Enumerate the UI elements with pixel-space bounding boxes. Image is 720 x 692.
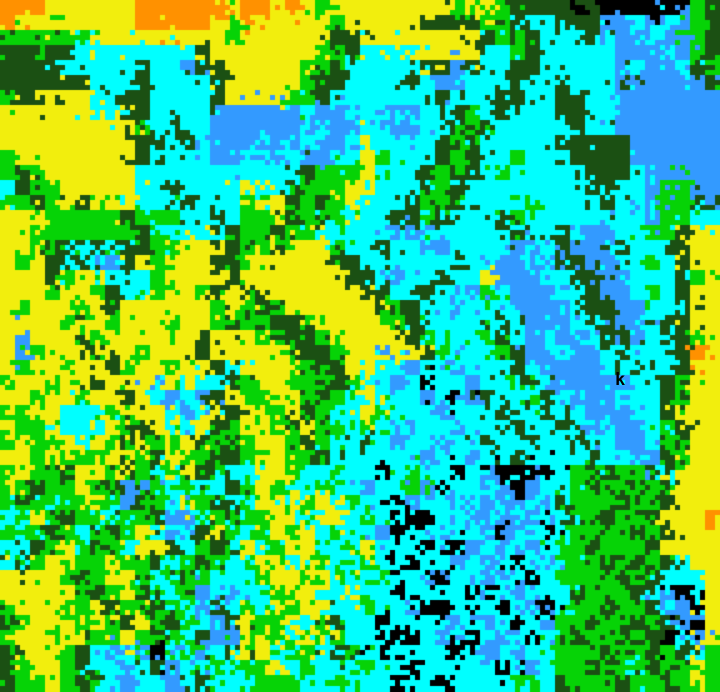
k-text-mark: k	[615, 370, 626, 390]
